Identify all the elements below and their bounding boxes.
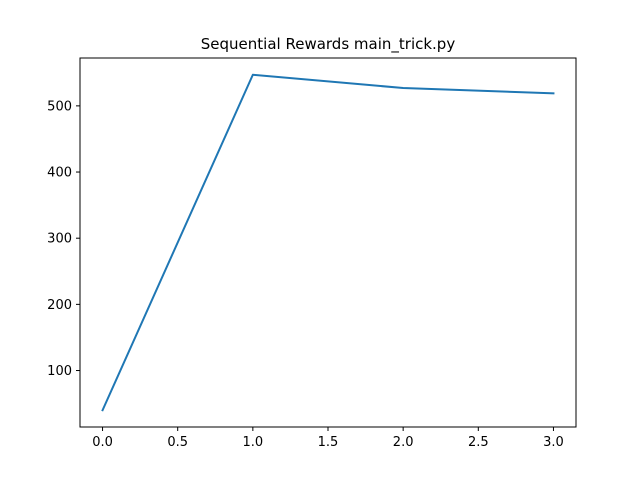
y-tick-label: 500 xyxy=(47,99,72,114)
plot-area xyxy=(80,58,576,427)
x-tick-label: 3.0 xyxy=(543,435,564,450)
x-tick-label: 1.5 xyxy=(318,435,339,450)
series-layer xyxy=(101,73,555,412)
x-tick-label: 0.0 xyxy=(92,435,113,450)
y-tick-label: 100 xyxy=(47,364,72,379)
y-tick-label: 300 xyxy=(47,232,72,247)
y-tick-label: 200 xyxy=(47,298,72,313)
x-tick-label: 1.0 xyxy=(243,435,264,450)
x-tick-label: 2.5 xyxy=(468,435,489,450)
x-tick-label: 2.0 xyxy=(393,435,414,450)
chart-title: Sequential Rewards main_trick.py xyxy=(201,35,456,54)
x-tick-label: 0.5 xyxy=(167,435,188,450)
plot-frame xyxy=(79,57,577,428)
series-line xyxy=(101,73,555,412)
y-tick-label: 400 xyxy=(47,166,72,181)
x-axis: 0.0 0.5 1.0 1.5 2.0 2.5 3.0 xyxy=(92,427,564,450)
y-axis: 100 200 300 400 500 xyxy=(47,99,80,379)
